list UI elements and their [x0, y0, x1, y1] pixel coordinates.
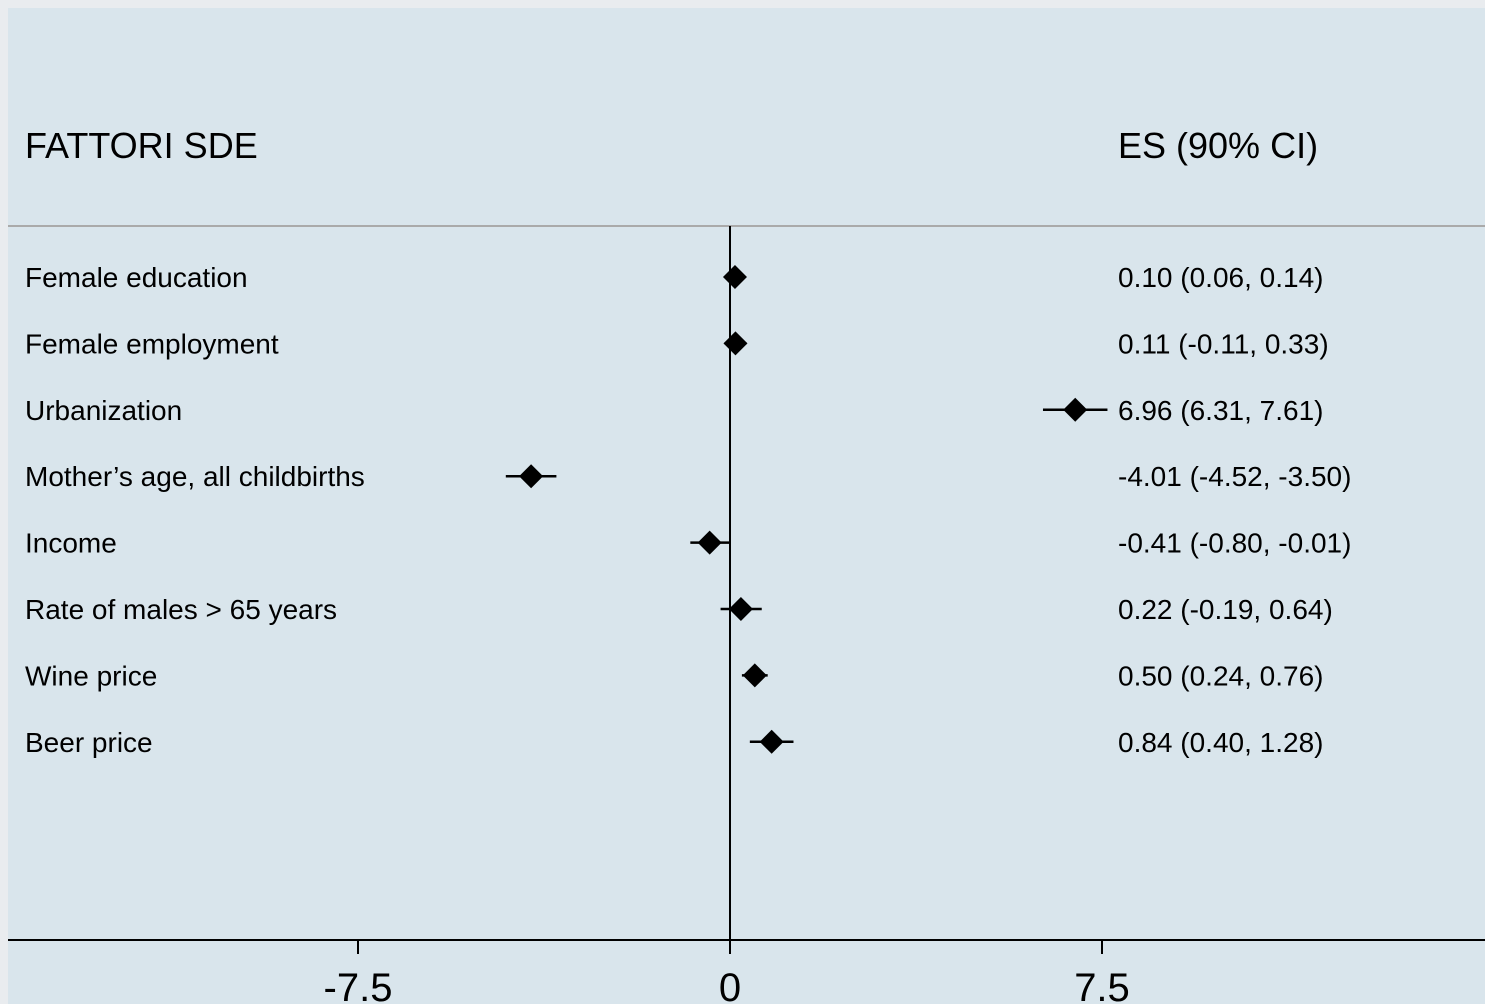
forest-row: Beer price 0.84 (0.40, 1.28) — [25, 727, 1323, 758]
row-es-value: 0.22 (-0.19, 0.64) — [1118, 594, 1333, 625]
x-tick-label: -7.5 — [324, 966, 393, 1004]
x-axis: -7.5 0 7.5 — [8, 226, 1485, 1004]
row-label: Mother’s age, all childbirths — [25, 461, 365, 492]
effect-marker — [742, 663, 767, 688]
row-es-value: -0.41 (-0.80, -0.01) — [1118, 528, 1351, 559]
row-label: Female employment — [25, 328, 279, 359]
effect-marker — [697, 530, 722, 555]
forest-row: Female education 0.10 (0.06, 0.14) — [25, 262, 1323, 293]
row-label: Beer price — [25, 727, 153, 758]
rows-layer: Female education 0.10 (0.06, 0.14)Female … — [25, 262, 1351, 758]
forest-row: Female employment 0.11 (-0.11, 0.33) — [25, 328, 1329, 359]
x-tick-label: 0 — [719, 966, 741, 1004]
row-es-value: -4.01 (-4.52, -3.50) — [1118, 461, 1351, 492]
row-label: Urbanization — [25, 395, 182, 426]
row-es-value: 0.50 (0.24, 0.76) — [1118, 660, 1323, 691]
forest-row: Urbanization 6.96 (6.31, 7.61) — [25, 395, 1323, 426]
forest-row: Mother’s age, all childbirths -4.01 (-4.5… — [25, 461, 1351, 492]
row-label: Rate of males > 65 years — [25, 594, 337, 625]
row-label: Wine price — [25, 660, 157, 691]
row-label: Female education — [25, 262, 248, 293]
effect-marker — [1063, 397, 1088, 422]
row-es-value: 0.11 (-0.11, 0.33) — [1118, 328, 1329, 359]
effect-marker — [722, 265, 747, 289]
header-left: FATTORI SDE — [25, 125, 258, 166]
header-right: ES (90% CI) — [1118, 125, 1318, 166]
x-tick-label: 7.5 — [1074, 966, 1130, 1004]
forest-row: Rate of males > 65 years 0.22 (-0.19, 0.6… — [25, 594, 1333, 625]
row-es-value: 6.96 (6.31, 7.61) — [1118, 395, 1323, 426]
row-es-value: 0.84 (0.40, 1.28) — [1118, 727, 1323, 758]
plot-background — [8, 8, 1485, 1004]
effect-marker — [728, 597, 753, 621]
effect-marker — [759, 729, 784, 754]
forest-row: Wine price 0.50 (0.24, 0.76) — [25, 660, 1323, 691]
row-label: Income — [25, 528, 117, 559]
row-es-value: 0.10 (0.06, 0.14) — [1118, 262, 1323, 293]
forest-row: Income -0.41 (-0.80, -0.01) — [25, 528, 1351, 559]
effect-marker — [519, 464, 544, 489]
